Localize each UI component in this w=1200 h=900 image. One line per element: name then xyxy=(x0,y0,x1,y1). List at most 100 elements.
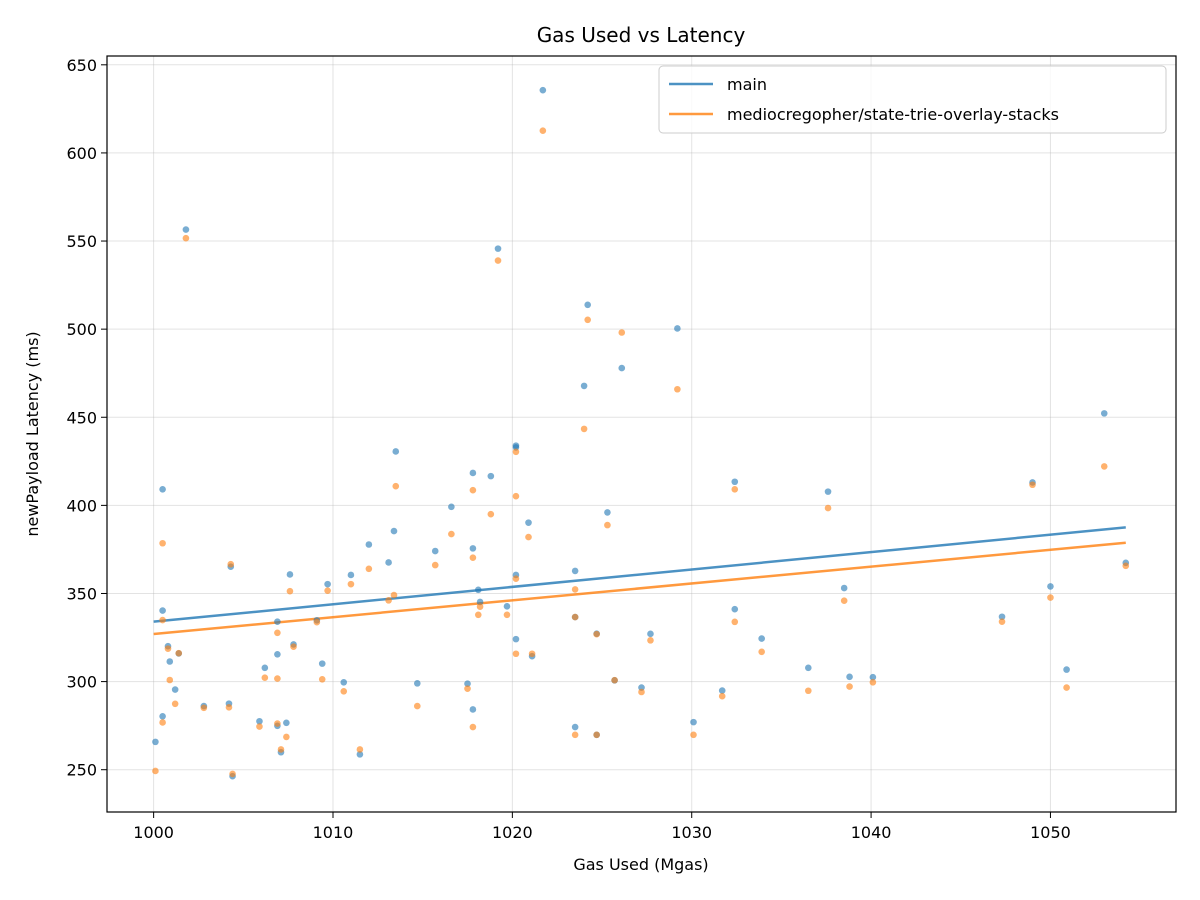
scatter-point-0 xyxy=(464,680,471,688)
scatter-point-1 xyxy=(385,597,392,604)
legend-label-main: main xyxy=(727,75,767,94)
scatter-point-0 xyxy=(356,751,364,758)
scatter-point-1 xyxy=(512,492,520,500)
scatter-point-1 xyxy=(225,704,233,711)
scatter-point-0 xyxy=(431,547,439,555)
scatter-point-0 xyxy=(690,718,697,726)
scatter-point-1 xyxy=(731,618,739,626)
scatter-point-0 xyxy=(274,650,281,658)
x-axis: 1000 1010 1020 1030 1040 1050 xyxy=(133,812,1071,842)
scatter-point-1 xyxy=(584,316,591,324)
plot-area-frame xyxy=(106,55,1177,813)
scatter-point-0 xyxy=(159,713,166,720)
x-tick-label: 1050 xyxy=(1030,823,1071,842)
scatter-point-0 xyxy=(824,488,832,495)
scatter-point-1 xyxy=(431,561,439,569)
scatter-point-1 xyxy=(152,767,159,775)
chart-title: Gas Used vs Latency xyxy=(537,23,746,47)
scatter-point-1 xyxy=(277,746,285,753)
scatter-point-0 xyxy=(474,586,482,594)
scatter-point-1 xyxy=(159,719,166,726)
scatter-point-0 xyxy=(159,486,166,493)
scatter-point-0 xyxy=(503,603,511,610)
scatter-point-1 xyxy=(1100,463,1108,470)
scatter-point-0 xyxy=(1063,666,1070,673)
y-tick-label: 450 xyxy=(66,408,97,427)
y-tick-label: 300 xyxy=(66,673,97,692)
scatter-point-1 xyxy=(469,723,477,731)
scatter-point-1 xyxy=(392,482,400,490)
scatter-point-0 xyxy=(487,472,495,480)
scatter-point-0 xyxy=(571,567,579,575)
scatter-point-0 xyxy=(159,607,166,614)
scatter-point-0 xyxy=(674,325,681,332)
scatter-point-1 xyxy=(365,565,373,573)
scatter-point-1 xyxy=(512,575,520,582)
scatter-point-1 xyxy=(274,629,281,637)
y-axis-label: newPayload Latency (ms) xyxy=(23,331,42,536)
scatter-point-1 xyxy=(227,560,235,568)
data-points xyxy=(152,86,1130,780)
scatter-point-1 xyxy=(175,649,183,657)
scatter-point-1 xyxy=(313,618,321,626)
y-tick-label: 600 xyxy=(66,144,97,163)
scatter-point-0 xyxy=(283,719,290,727)
scatter-point-0 xyxy=(365,541,373,548)
y-tick-label: 650 xyxy=(66,56,97,75)
scatter-point-0 xyxy=(166,658,174,665)
scatter-point-0 xyxy=(647,630,654,638)
x-tick-label: 1030 xyxy=(671,823,712,842)
scatter-point-0 xyxy=(846,673,853,681)
scatter-point-1 xyxy=(512,650,520,658)
scatter-point-0 xyxy=(390,527,398,535)
scatter-point-0 xyxy=(718,687,726,694)
scatter-point-0 xyxy=(731,605,739,613)
scatter-point-0 xyxy=(261,664,269,672)
scatter-point-1 xyxy=(476,603,484,610)
scatter-point-1 xyxy=(200,704,208,712)
y-tick-label: 550 xyxy=(66,232,97,251)
scatter-point-0 xyxy=(347,571,355,579)
scatter-point-0 xyxy=(385,559,392,566)
scatter-point-1 xyxy=(1122,562,1130,570)
scatter-point-1 xyxy=(638,688,645,696)
scatter-point-1 xyxy=(512,448,520,456)
scatter-point-0 xyxy=(584,301,591,309)
trend-line-0 xyxy=(153,526,1126,623)
scatter-point-1 xyxy=(503,611,511,619)
scatter-point-1 xyxy=(256,723,263,730)
scatter-point-0 xyxy=(413,680,421,687)
scatter-point-1 xyxy=(347,580,355,588)
scatter-point-1 xyxy=(494,257,502,264)
scatter-point-1 xyxy=(758,648,765,656)
scatter-point-1 xyxy=(171,700,179,708)
scatter-point-0 xyxy=(731,478,739,486)
scatter-point-0 xyxy=(182,226,190,233)
scatter-point-1 xyxy=(182,234,190,242)
scatter-point-1 xyxy=(356,746,364,753)
scatter-point-0 xyxy=(539,86,547,94)
scatter-point-0 xyxy=(525,519,532,526)
scatter-point-0 xyxy=(512,635,520,643)
y-tick-label: 250 xyxy=(66,761,97,780)
x-tick-label: 1010 xyxy=(313,823,354,842)
scatter-point-1 xyxy=(998,618,1006,625)
scatter-point-1 xyxy=(474,611,482,619)
scatter-point-0 xyxy=(286,571,294,578)
scatter-point-0 xyxy=(1047,583,1054,590)
scatter-point-0 xyxy=(324,580,331,588)
scatter-point-0 xyxy=(618,364,626,372)
scatter-point-0 xyxy=(494,245,502,252)
legend-frame xyxy=(658,65,1167,134)
scatter-point-0 xyxy=(318,660,326,667)
scatter-point-1 xyxy=(611,676,618,684)
scatter-point-1 xyxy=(824,504,832,512)
scatter-point-1 xyxy=(869,678,877,686)
legend-label-branch: mediocregopher/state-trie-overlay-stacks xyxy=(727,105,1059,124)
scatter-point-1 xyxy=(340,687,348,695)
scatter-point-1 xyxy=(618,329,626,336)
scatter-point-1 xyxy=(1047,594,1054,601)
scatter-point-1 xyxy=(390,591,398,599)
scatter-point-1 xyxy=(604,521,611,529)
